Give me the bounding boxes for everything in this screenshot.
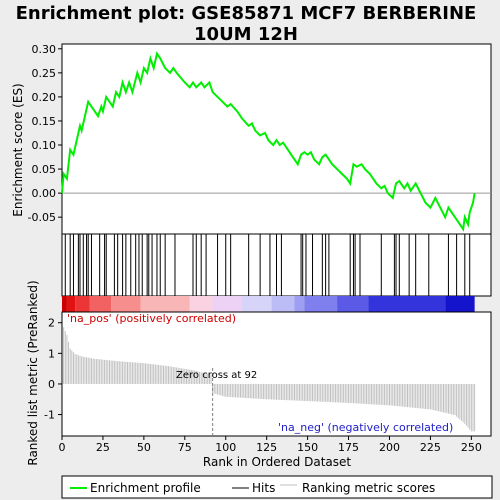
hit-marks	[64, 234, 471, 296]
zero-cross-label: Zero cross at 92	[176, 370, 257, 381]
ranking-metric-bars	[63, 327, 476, 432]
x-tick-label-3: 75	[178, 441, 192, 454]
heat-bin-10	[294, 296, 305, 312]
es-y-tick-label-6: 0.00	[32, 187, 57, 200]
plot-title-line1: Enrichment plot: GSE85871 MCF7 BERBERINE	[16, 3, 477, 24]
es-y-axis-label: Enrichment score (ES)	[11, 83, 25, 216]
legend-metric-label: Ranking metric scores	[302, 481, 435, 495]
es-y-tick-label-2: 0.20	[32, 91, 57, 104]
metric-y-axis-ticks: 2 1 0 -1	[44, 317, 62, 422]
heat-bin-11	[304, 296, 338, 312]
es-y-tick-label-1: 0.25	[32, 67, 57, 80]
na-pos-label: 'na_pos' (positively correlated)	[67, 312, 236, 325]
x-tick-label-1: 25	[96, 441, 110, 454]
heat-bin-6	[189, 296, 213, 312]
heat-bin-5	[140, 296, 190, 312]
x-tick-label-8: 200	[379, 441, 400, 454]
heat-bin-2	[75, 296, 90, 312]
metric-y-tick-label-3: -1	[44, 409, 55, 422]
heat-bin-9	[271, 296, 295, 312]
metric-panel	[61, 311, 492, 437]
heat-bin-13	[368, 296, 446, 312]
heat-bin-12	[337, 296, 369, 312]
es-y-tick-label-7: -0.05	[28, 211, 56, 224]
legend-hits-label: Hits	[252, 481, 275, 495]
heat-bin-7	[212, 296, 243, 312]
plot-title-line2: 10UM 12H	[194, 24, 298, 45]
es-y-axis-ticks: 0.30 0.25 0.20 0.15 0.10 0.05 0.00 -0.05	[28, 43, 62, 224]
legend-box	[61, 475, 493, 499]
heat-bin-14	[445, 296, 475, 312]
x-tick-label-10: 250	[461, 441, 482, 454]
metric-y-tick-label-0: 2	[48, 317, 55, 330]
x-axis-label: Rank in Ordered Dataset	[203, 455, 351, 469]
es-y-tick-label-3: 0.15	[32, 115, 57, 128]
metric-y-tick-label-2: 0	[48, 378, 55, 391]
x-tick-label-6: 150	[297, 441, 318, 454]
heat-bin-0	[62, 296, 67, 312]
es-y-tick-label-4: 0.10	[32, 139, 57, 152]
metric-y-tick-label-1: 1	[48, 347, 55, 360]
enrichment-profile-line	[61, 51, 476, 232]
x-tick-label-4: 100	[215, 441, 236, 454]
x-tick-label-9: 225	[420, 441, 441, 454]
x-axis-ticks: 0 25 50 75 100 125 150 175 200 225 250	[59, 436, 482, 454]
x-tick-label-2: 50	[137, 441, 151, 454]
x-tick-label-5: 125	[256, 441, 277, 454]
x-tick-label-0: 0	[59, 441, 66, 454]
metric-y-axis-label: Ranked list metric (PreRanked)	[26, 280, 40, 465]
es-y-tick-label-0: 0.30	[32, 43, 57, 56]
heat-bin-3	[89, 296, 112, 312]
legend-profile-label: Enrichment profile	[90, 481, 201, 495]
heat-bin-4	[111, 296, 141, 312]
heat-bin-8	[242, 296, 272, 312]
rank-heat-bar	[62, 296, 475, 312]
x-tick-label-7: 175	[338, 441, 359, 454]
es-y-tick-label-5: 0.05	[32, 163, 57, 176]
na-neg-label: 'na_neg' (negatively correlated)	[278, 421, 453, 434]
heat-bin-1	[66, 296, 76, 312]
